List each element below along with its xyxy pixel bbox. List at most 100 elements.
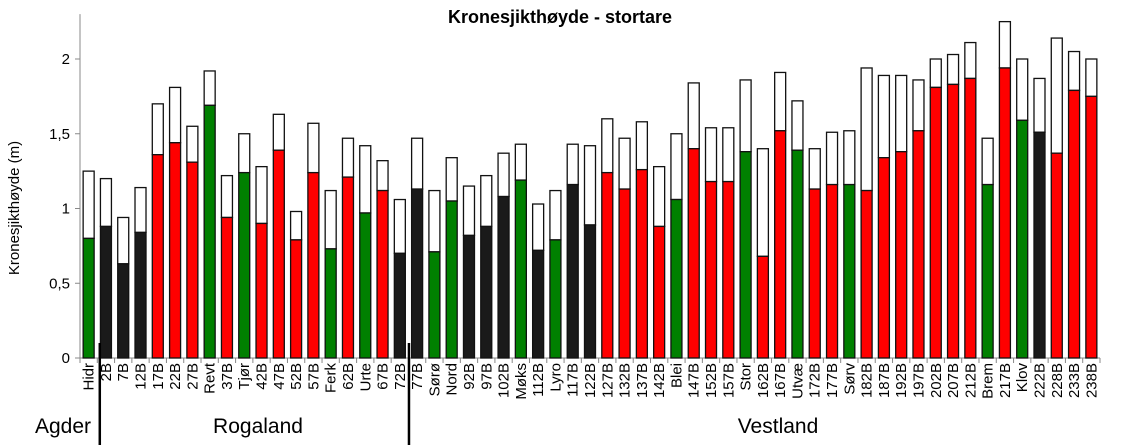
bar-lower-Ferk xyxy=(324,248,337,359)
region-label-rogaland: Rogaland xyxy=(213,415,303,438)
bar-upper-Blei xyxy=(670,133,683,201)
y-axis-label: Kronesjikthøyde (m) xyxy=(6,141,23,275)
bar-upper-152B xyxy=(704,127,718,183)
bar-lower-Hidr xyxy=(82,237,95,359)
bar-upper-177B xyxy=(825,131,839,186)
y-tick-label: 1 xyxy=(62,201,70,218)
bar-upper-7B xyxy=(117,216,130,265)
bar-upper-217B xyxy=(998,20,1012,69)
x-tick-label: 182B xyxy=(859,363,876,398)
bar-upper-222B xyxy=(1033,77,1046,133)
bar-lower-117B xyxy=(566,183,579,359)
x-tick-label: 222B xyxy=(1031,363,1048,398)
x-tick-label: 42B xyxy=(254,363,271,390)
bar-lower-157B xyxy=(722,180,735,359)
x-tick-label: 2B xyxy=(98,363,115,381)
x-tick-label: 132B xyxy=(617,363,634,398)
bar-upper-Hidr xyxy=(82,170,95,240)
x-tick-label: 157B xyxy=(720,363,737,398)
x-tick-label: 22B xyxy=(167,363,184,390)
x-tick-label: Hidr xyxy=(81,363,98,391)
bar-lower-212B xyxy=(964,77,977,359)
bar-lower-Sørø xyxy=(428,251,441,359)
y-tick-label: 1,5 xyxy=(49,126,70,143)
bar-upper-Sørø xyxy=(428,189,441,253)
bar-upper-72B xyxy=(393,198,406,254)
x-tick-label: 67B xyxy=(375,363,392,390)
bar-upper-Urte xyxy=(359,145,372,214)
bar-upper-117B xyxy=(566,143,579,186)
region-labels: Agder Rogaland Vestland xyxy=(35,343,818,445)
x-tick-label: 17B xyxy=(150,363,167,390)
bar-upper-Lyro xyxy=(549,189,562,241)
bar-upper-137B xyxy=(635,121,649,171)
bar-upper-187B xyxy=(877,74,891,159)
bar-upper-202B xyxy=(929,58,942,89)
bar-upper-57B xyxy=(307,122,320,174)
bar-lower-142B xyxy=(653,225,666,359)
bar-upper-233B xyxy=(1067,50,1081,92)
bar-upper-Stor xyxy=(739,79,752,153)
bar-lower-182B xyxy=(860,189,873,359)
bar-lower-Blei xyxy=(670,198,683,359)
bar-lower-127B xyxy=(601,171,614,359)
bar-lower-238B xyxy=(1085,95,1098,359)
x-tick-label: 177B xyxy=(824,363,841,398)
x-tick-label: 27B xyxy=(184,363,201,390)
bar-upper-62B xyxy=(341,137,355,178)
bar-lower-Sørv xyxy=(843,183,856,359)
x-tick-label: 228B xyxy=(1049,363,1066,398)
x-tick-label: 117B xyxy=(565,363,582,397)
x-tick-label: 238B xyxy=(1083,363,1100,398)
x-tick-label: 52B xyxy=(288,363,305,390)
bar-upper-212B xyxy=(964,41,977,80)
bar-upper-42B xyxy=(255,165,268,225)
x-tick-label: Stor xyxy=(738,363,755,391)
x-tick-label: 72B xyxy=(392,363,409,390)
bar-lower-187B xyxy=(877,157,891,359)
x-tick-label: 12B xyxy=(133,363,150,390)
x-tick-label: 142B xyxy=(651,363,668,398)
x-tick-label: 152B xyxy=(703,363,720,398)
bar-lower-233B xyxy=(1067,89,1081,359)
x-tick-label: 212B xyxy=(962,363,979,398)
bar-lower-137B xyxy=(635,168,649,359)
bar-lower-97B xyxy=(480,225,493,359)
region-label-vestland: Vestland xyxy=(738,415,819,438)
x-tick-label: Urte xyxy=(357,363,374,391)
x-tick-label: 167B xyxy=(772,363,789,398)
bar-upper-Utvæ xyxy=(791,100,804,151)
x-tick-label: Klov xyxy=(1014,363,1031,393)
bar-lower-222B xyxy=(1033,131,1046,359)
bar-lower-Brem xyxy=(981,183,994,359)
bar-upper-167B xyxy=(774,71,787,132)
x-tick-label: 172B xyxy=(807,363,824,398)
y-tick-label: 2 xyxy=(62,51,70,68)
x-tick-label: 102B xyxy=(496,363,513,398)
x-tick-label: Brem xyxy=(980,363,997,399)
bar-lower-22B xyxy=(168,142,182,359)
x-tick-label: 217B xyxy=(997,363,1014,398)
bar-lower-Utvæ xyxy=(791,149,804,359)
bar-lower-Lyro xyxy=(549,239,562,359)
x-tick-label: 37B xyxy=(219,363,236,390)
bar-upper-67B xyxy=(376,160,389,192)
bar-upper-22B xyxy=(168,86,182,144)
bar-lower-47B xyxy=(272,149,285,359)
x-tick-label: Tjør xyxy=(236,363,253,390)
bar-upper-197B xyxy=(912,79,925,132)
x-tick-label: 57B xyxy=(305,363,322,390)
bar-upper-172B xyxy=(808,148,821,190)
bar-upper-132B xyxy=(618,137,631,190)
bar-lower-147B xyxy=(687,148,700,359)
bar-upper-37B xyxy=(220,174,234,219)
bar-lower-102B xyxy=(497,195,510,359)
bar-lower-Tjør xyxy=(238,171,251,359)
bar-lower-192B xyxy=(895,151,908,359)
bar-upper-112B xyxy=(531,203,545,252)
x-tick-label: 47B xyxy=(271,363,288,390)
x-tick-label: 162B xyxy=(755,363,772,398)
bar-lower-92B xyxy=(462,234,476,359)
bar-lower-27B xyxy=(186,161,199,359)
